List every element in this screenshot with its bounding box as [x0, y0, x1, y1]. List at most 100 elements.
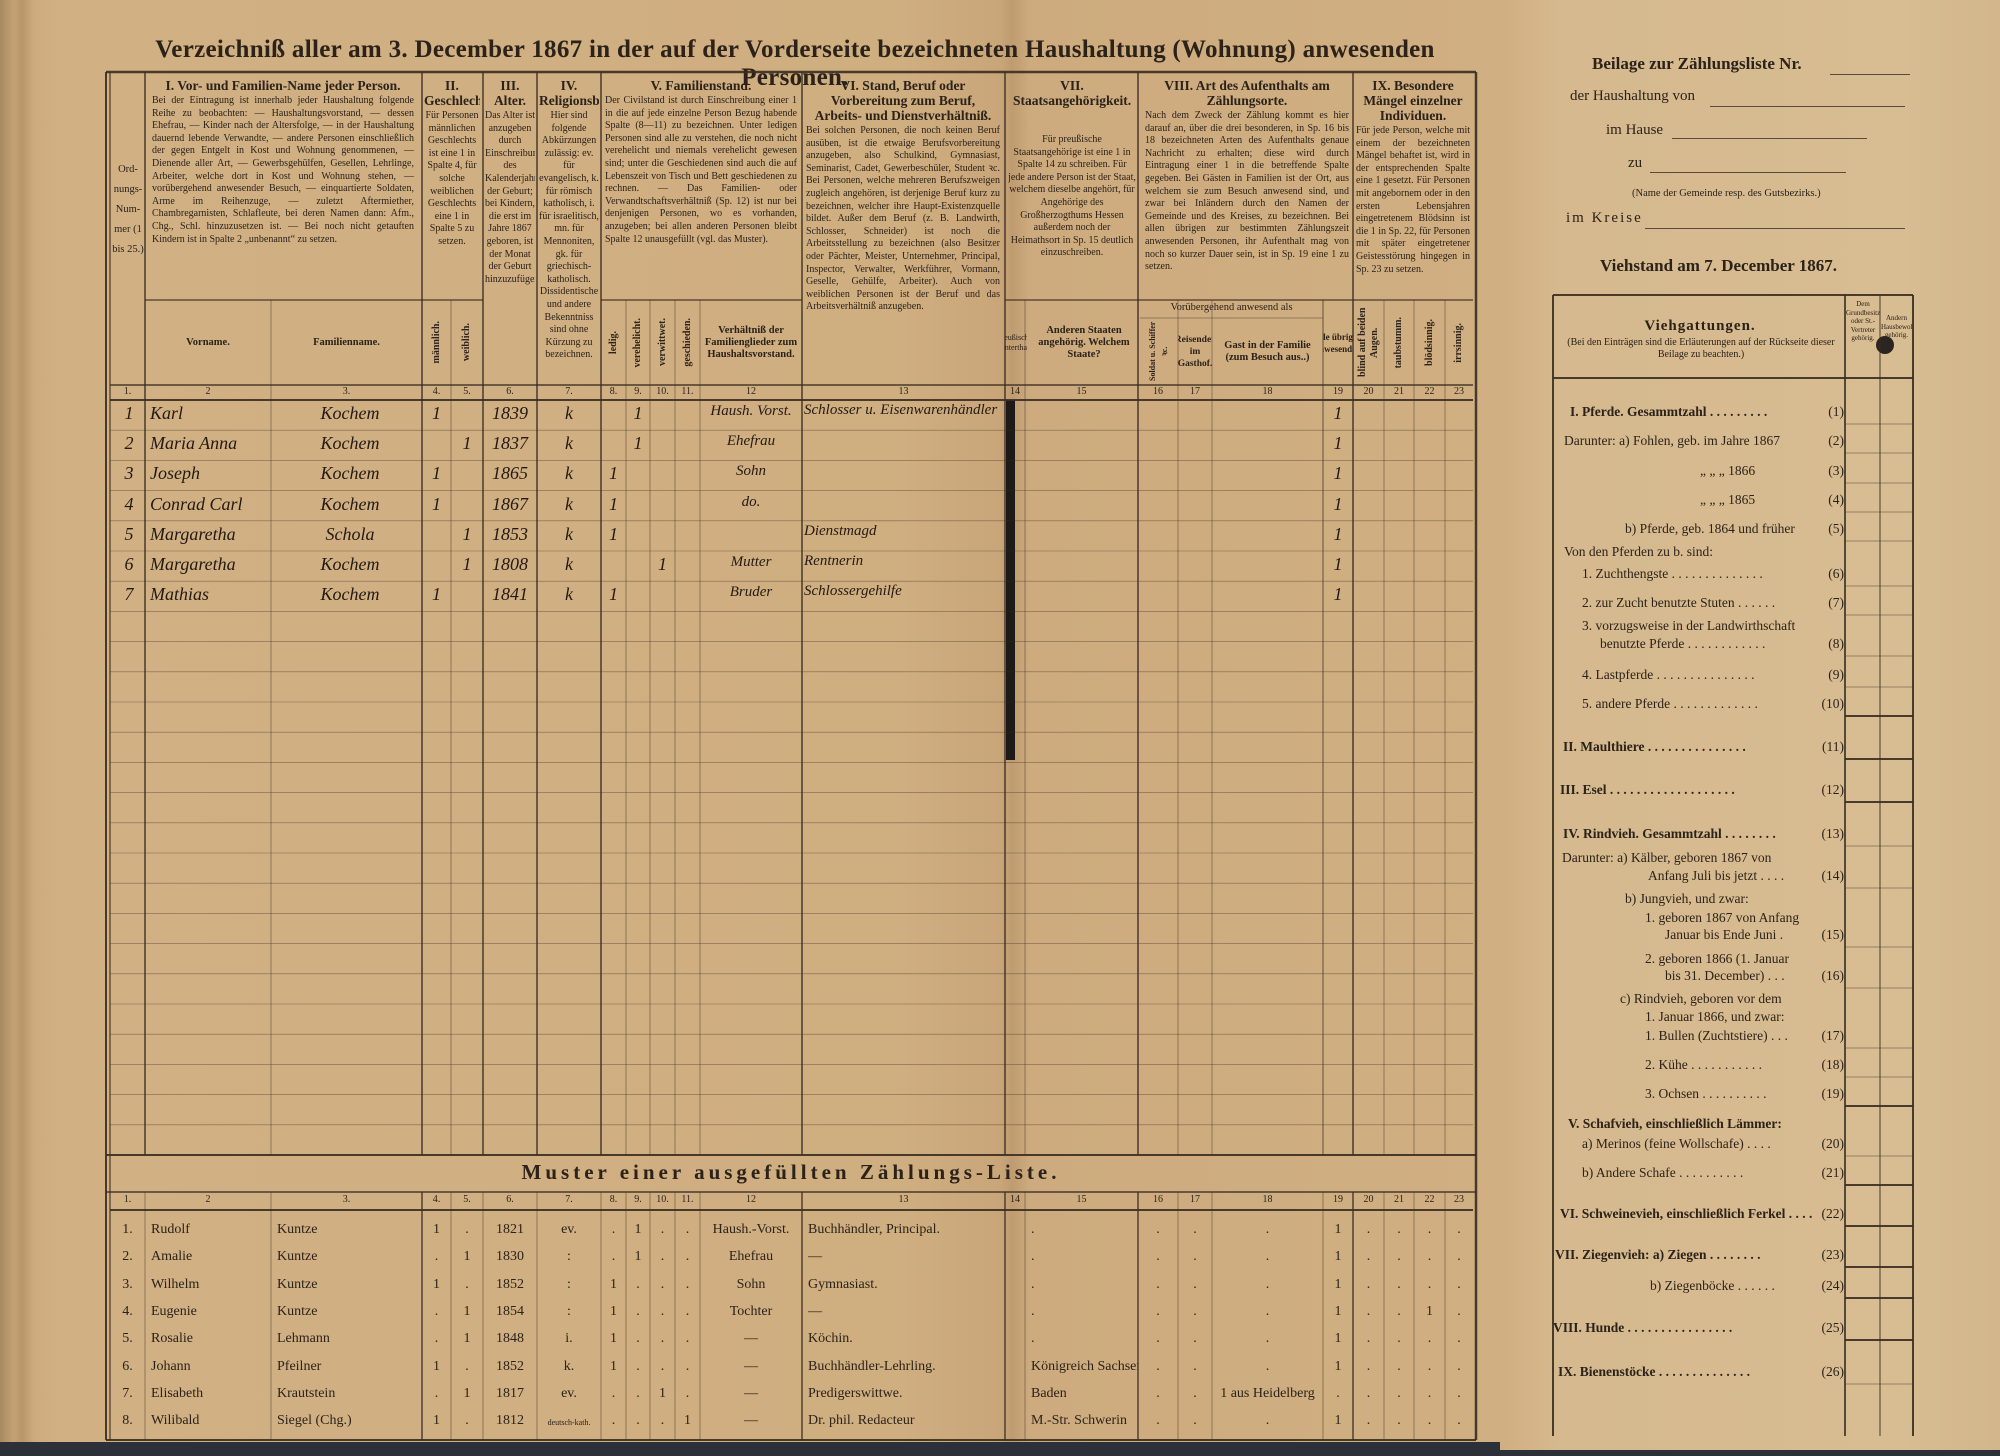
muster-geschieden: .: [685, 1276, 690, 1292]
vieh-item-label: „ „ „ 1866: [1700, 463, 1756, 478]
muster-beruf: Predigerswittwe.: [808, 1385, 903, 1401]
entry-familienname: Schola: [325, 523, 375, 544]
column-number: 15: [1076, 1194, 1087, 1205]
page-fold: [1006, 400, 1015, 760]
muster-familienname: Kuntze: [277, 1276, 318, 1292]
vieh-item-label: 1. geboren 1867 von Anfang: [1645, 910, 1800, 925]
entry-number: 6: [124, 554, 134, 574]
muster-vorname: Wilibald: [151, 1413, 200, 1429]
muster-religion: i.: [565, 1331, 573, 1347]
entry-vorname: Conrad Carl: [150, 493, 243, 514]
entry-familienname: Kochem: [320, 403, 380, 423]
column-number: 13: [898, 386, 909, 397]
muster-verhaeltniss: —: [744, 1385, 758, 1401]
vieh-item-number: (20): [1821, 1136, 1845, 1151]
entry-col-19: 1: [1333, 554, 1343, 574]
vieh-item-label: 3. Ochsen . . . . . . . . . .: [1645, 1086, 1767, 1101]
entry-ledig: 1: [609, 523, 618, 544]
column-number: 17: [1190, 386, 1200, 397]
vieh-item-number: (24): [1821, 1278, 1845, 1293]
beilage-zu-field[interactable]: [1650, 172, 1846, 173]
muster-col-19: 1: [1334, 1276, 1342, 1292]
muster-col-17: .: [1193, 1249, 1197, 1265]
entry-ledig: 1: [609, 584, 618, 605]
muster-irrsinnig: .: [1457, 1385, 1461, 1401]
entry-ledig: 1: [609, 463, 618, 484]
muster-geschieden: .: [685, 1222, 690, 1237]
muster-geburtsjahr: 1830: [496, 1249, 524, 1265]
muster-geburtsjahr: 1852: [496, 1358, 524, 1374]
muster-col-19: .: [1336, 1385, 1340, 1401]
entry-verehelicht: 1: [633, 433, 643, 454]
vieh-item-number: (18): [1821, 1057, 1845, 1072]
header-col-2-text: Für Personen männlichen Geschlechts ist …: [425, 110, 479, 247]
entry-number: 2: [124, 433, 134, 454]
header-col-8-title: VIII. Art des Aufenthalts am Zählungsort…: [1164, 78, 1330, 108]
muster-col-16: .: [1156, 1222, 1160, 1237]
muster-geburtsjahr: 1852: [496, 1276, 524, 1292]
muster-bloedsinnig: .: [1427, 1276, 1432, 1292]
subheader-verhaeltniss: Verhältniß der Familienglieder zum Haush…: [704, 324, 798, 360]
header-col-5-title: V. Familienstand.: [650, 78, 752, 93]
muster-nr: 8.: [122, 1413, 133, 1429]
header-col-1-title: I. Vor- und Familien-Name jeder Person.: [165, 78, 401, 93]
muster-weiblich: 1: [463, 1331, 471, 1347]
entry-religion: k: [565, 554, 573, 574]
vieh-item-label: 1. Zuchthengste . . . . . . . . . . . . …: [1582, 566, 1763, 581]
vieh-item-label: 1. Bullen (Zuchtstiere) . . .: [1645, 1028, 1788, 1043]
muster-staat: .: [1031, 1276, 1035, 1292]
beilage-haushaltung-field[interactable]: [1710, 106, 1905, 107]
muster-col-16: .: [1156, 1358, 1160, 1374]
entry-col-19: 1: [1333, 403, 1343, 423]
muster-weiblich: .: [465, 1413, 469, 1429]
column-number: 1.: [123, 386, 132, 397]
entry-verehelicht: 1: [633, 403, 643, 423]
muster-beruf: Köchin.: [808, 1331, 853, 1347]
muster-familienname: Kuntze: [277, 1249, 318, 1265]
entry-verhaeltniss: do.: [741, 493, 761, 510]
beilage-kreise-field[interactable]: [1645, 228, 1905, 229]
column-number: 12: [746, 1194, 756, 1205]
muster-nr: 7.: [122, 1385, 133, 1401]
column-number: 17: [1190, 1194, 1200, 1205]
muster-vorname: Wilhelm: [151, 1276, 200, 1292]
column-number: 21: [1394, 386, 1404, 397]
header-col-8: VIII. Art des Aufenthalts am Zählungsort…: [1145, 78, 1349, 298]
muster-gast: .: [1265, 1249, 1270, 1265]
muster-bloedsinnig: .: [1427, 1385, 1432, 1401]
entry-col-19: 1: [1333, 463, 1343, 484]
column-number: 9.: [634, 1194, 642, 1205]
muster-col-19: 1: [1334, 1331, 1342, 1347]
header-ordnungsnummer: Ord- nungs- Num- mer (1 bis 25.): [112, 164, 144, 255]
muster-religion: ev.: [561, 1385, 577, 1401]
column-number: 8.: [609, 386, 618, 397]
muster-verhaeltniss: Haush.-Vorst.: [712, 1222, 790, 1237]
vieh-item-label: „ „ „ 1865: [1700, 492, 1756, 507]
vieh-item-label: benutzte Pferde . . . . . . . . . . . .: [1600, 636, 1766, 651]
subheader-alle-uebrigen: Alle übrigen Anwesenden.: [1323, 331, 1353, 354]
entry-familienname: Kochem: [320, 584, 380, 605]
muster-geschieden: .: [685, 1249, 690, 1265]
header-col-2-title: II. Geschlecht.: [424, 78, 480, 108]
column-number: 22: [1424, 1194, 1435, 1205]
page-title: Verzeichniß aller am 3. December 1867 in…: [155, 36, 1435, 91]
muster-verhaeltniss: —: [744, 1413, 758, 1429]
column-number: 7.: [565, 386, 573, 397]
column-number: 13: [898, 1194, 909, 1205]
muster-staat: M.-Str. Schwerin: [1031, 1413, 1128, 1429]
entry-weiblich: 1: [462, 523, 472, 544]
entry-number: 5: [124, 523, 134, 544]
muster-staat: Baden: [1031, 1385, 1067, 1401]
beilage-hause-field[interactable]: [1672, 138, 1867, 139]
muster-col-17: .: [1193, 1358, 1197, 1374]
entry-maennlich: 1: [432, 493, 441, 514]
muster-col-17: .: [1193, 1331, 1197, 1347]
entry-maennlich: 1: [432, 584, 441, 605]
right-page: [1500, 0, 2000, 1450]
muster-verwittwet: .: [660, 1413, 665, 1429]
muster-beruf: Buchhändler, Principal.: [808, 1222, 941, 1237]
beilage-nr-field[interactable]: [1830, 74, 1910, 75]
muster-nr: 6.: [122, 1358, 133, 1374]
muster-familienname: Lehmann: [277, 1331, 330, 1347]
